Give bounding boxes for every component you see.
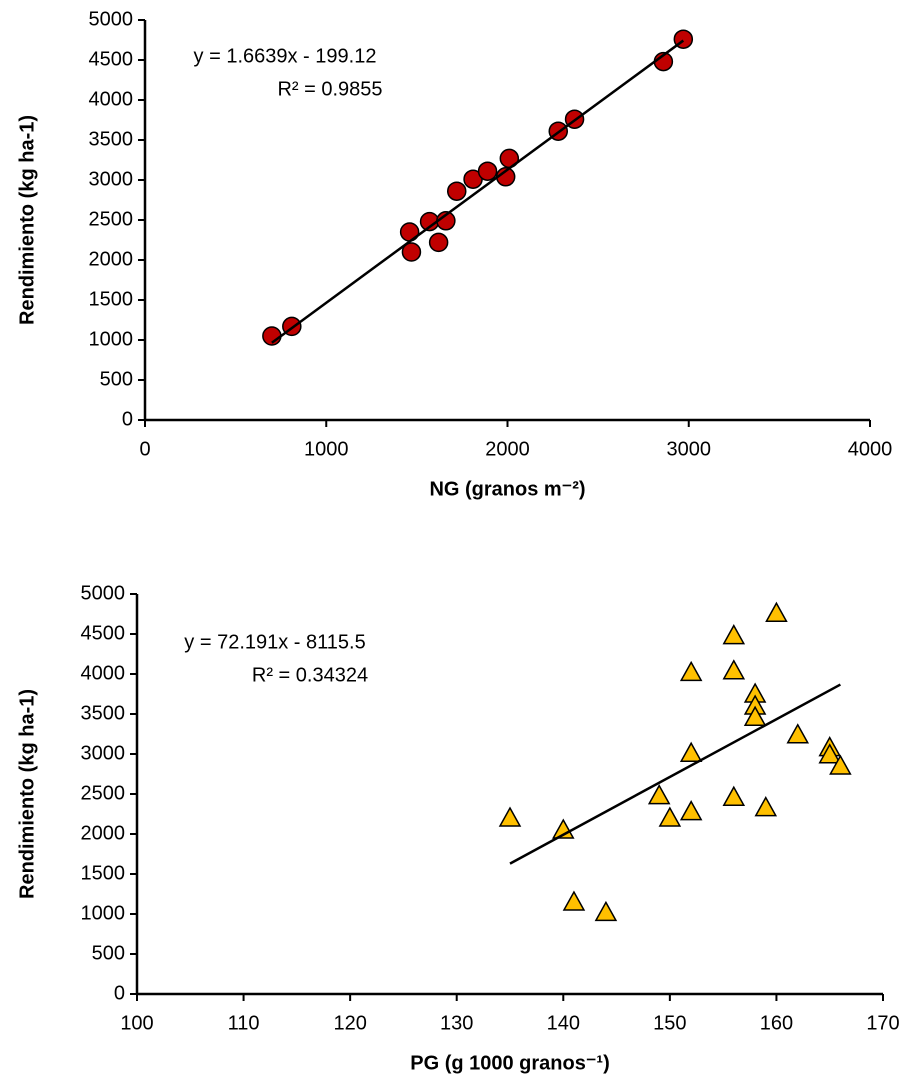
- y-tick-label: 1000: [89, 328, 134, 350]
- point: [829, 754, 852, 775]
- point: [765, 601, 788, 622]
- y-axis-title: Rendimiento (kg ha-1): [16, 689, 38, 899]
- trendline: [509, 683, 841, 865]
- y-tick-label: 3500: [81, 702, 126, 724]
- annotation: y = 1.6639x - 199.12: [194, 45, 377, 67]
- x-tick-label: 4000: [848, 438, 893, 460]
- point: [679, 660, 703, 682]
- x-tick-label: 100: [120, 1012, 153, 1034]
- x-tick-label: 150: [653, 1012, 686, 1034]
- x-tick-label: 110: [228, 1012, 260, 1034]
- y-tick-label: 5000: [89, 8, 134, 30]
- y-tick-label: 3500: [89, 128, 134, 150]
- point: [722, 785, 746, 806]
- point: [786, 723, 810, 744]
- y-tick-label: 500: [92, 942, 125, 964]
- y-tick-label: 4000: [81, 662, 126, 684]
- x-tick-label: 170: [866, 1012, 899, 1034]
- y-tick-label: 2500: [81, 782, 126, 804]
- point: [647, 784, 671, 805]
- x-axis-title: NG (granos m⁻²): [429, 478, 585, 500]
- y-tick-label: 5000: [81, 582, 126, 604]
- y-tick-label: 2500: [89, 208, 134, 230]
- y-tick-label: 2000: [89, 248, 134, 270]
- trendline: [271, 39, 685, 344]
- annotation: R² = 0.34324: [252, 664, 368, 686]
- x-tick-label: 160: [760, 1012, 793, 1034]
- y-tick-label: 0: [122, 408, 133, 430]
- y-tick-label: 3000: [89, 168, 134, 190]
- y-tick-label: 4500: [89, 48, 134, 70]
- x-axis-title: PG (g 1000 granos⁻¹): [410, 1052, 610, 1074]
- annotation: R² = 0.9855: [277, 78, 382, 100]
- point: [477, 161, 498, 181]
- x-tick-label: 140: [547, 1012, 580, 1034]
- point: [552, 818, 575, 839]
- x-tick-label: 2000: [485, 438, 530, 460]
- y-tick-label: 3000: [81, 742, 126, 764]
- y-tick-label: 4000: [89, 88, 134, 110]
- point: [428, 232, 449, 253]
- point: [818, 743, 841, 764]
- annotation: y = 72.191x - 8115.5: [184, 631, 365, 653]
- y-tick-label: 1000: [81, 902, 126, 924]
- y-tick-label: 2000: [81, 822, 126, 844]
- point: [401, 242, 422, 262]
- x-tick-label: 130: [440, 1012, 473, 1034]
- point: [679, 741, 703, 762]
- x-tick-label: 0: [139, 438, 150, 460]
- point: [594, 900, 618, 922]
- y-tick-label: 1500: [89, 288, 134, 310]
- point: [754, 796, 778, 817]
- point: [447, 181, 467, 201]
- x-tick-label: 3000: [667, 438, 712, 460]
- point: [743, 705, 767, 726]
- point: [658, 806, 682, 827]
- y-tick-label: 0: [114, 982, 125, 1004]
- point: [722, 624, 746, 645]
- point: [722, 659, 746, 680]
- point: [679, 800, 703, 821]
- point: [562, 890, 586, 911]
- y-tick-label: 4500: [81, 622, 126, 644]
- x-tick-label: 1000: [304, 438, 349, 460]
- x-tick-label: 120: [333, 1012, 366, 1034]
- y-tick-label: 500: [100, 368, 133, 390]
- point: [498, 806, 522, 827]
- y-tick-label: 1500: [81, 862, 126, 884]
- y-axis-title: Rendimiento (kg ha-1): [16, 115, 38, 325]
